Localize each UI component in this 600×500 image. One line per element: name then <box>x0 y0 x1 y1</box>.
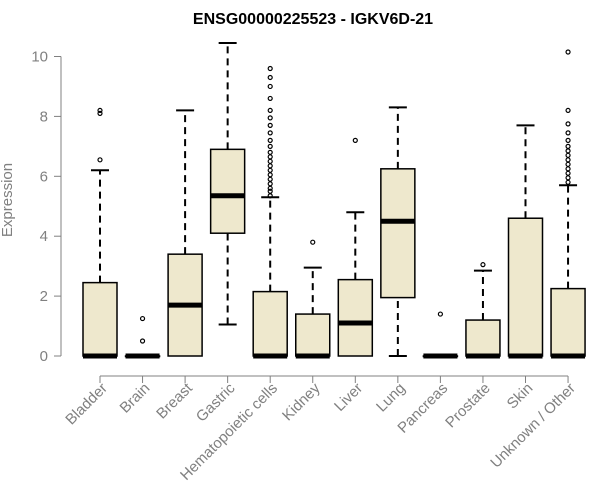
outlier-point <box>267 176 273 182</box>
y-axis-label: Expression <box>0 163 16 237</box>
box-iqr <box>209 148 246 234</box>
outlier-point <box>565 157 571 163</box>
box-prostate <box>465 262 501 359</box>
box-hematopoietic-cells <box>252 65 288 359</box>
outlier-point <box>565 107 571 114</box>
outlier-point <box>267 149 273 155</box>
outlier-point <box>480 262 486 268</box>
outlier-point <box>565 137 571 143</box>
y-tick-label: 8 <box>40 108 48 125</box>
x-tick-label: Brain <box>117 380 154 417</box>
outlier-point <box>565 161 571 167</box>
outlier-point <box>310 239 316 245</box>
outlier-point <box>565 166 571 172</box>
outlier-point <box>267 154 273 160</box>
outlier-point <box>267 115 273 121</box>
outlier-point <box>565 175 571 181</box>
outlier-point <box>139 338 146 344</box>
outlier-point <box>565 148 571 154</box>
outlier-point <box>267 95 273 102</box>
box-iqr <box>252 290 288 357</box>
outlier-point <box>267 130 273 136</box>
box-iqr <box>507 217 544 357</box>
x-tick-label: Kidney <box>279 379 324 424</box>
outlier-point <box>267 167 273 173</box>
outlier-point <box>565 152 571 158</box>
y-tick-label: 0 <box>40 348 48 365</box>
outlier-point <box>97 110 103 117</box>
x-tick-label: Bladder <box>62 380 111 429</box>
box-iqr <box>380 168 416 299</box>
x-tick-label: Liver <box>331 380 366 415</box>
y-tick-label: 10 <box>31 49 48 66</box>
box-brain <box>124 315 161 359</box>
box-iqr <box>337 278 374 357</box>
y-axis: 0 2 4 6 8 10 <box>31 49 62 365</box>
box-kidney <box>295 239 331 359</box>
box-breast <box>167 109 203 357</box>
x-tick-label: Breast <box>153 379 196 422</box>
box-pancreas <box>422 311 459 359</box>
box-iqr <box>465 319 501 357</box>
box-skin <box>507 124 544 359</box>
box-bladder <box>82 107 118 359</box>
y-tick-label: 4 <box>40 228 48 245</box>
outlier-point <box>267 181 273 187</box>
box-gastric <box>209 42 246 326</box>
box-unknown-other <box>550 49 586 359</box>
outlier-point <box>267 188 273 194</box>
outlier-point <box>139 315 146 322</box>
outlier-point <box>267 158 273 164</box>
outlier-point <box>267 65 273 72</box>
outlier-point <box>565 121 571 127</box>
outlier-point <box>565 130 571 136</box>
outlier-point <box>267 143 273 149</box>
outlier-point <box>267 74 273 81</box>
outlier-point <box>565 143 571 149</box>
box-iqr <box>550 287 586 357</box>
outlier-point <box>267 122 273 128</box>
outlier-point <box>267 107 273 114</box>
y-tick-label: 6 <box>40 168 48 185</box>
outlier-point <box>565 170 571 176</box>
outlier-point <box>97 107 103 114</box>
chart-title: ENSG00000225523 - IGKV6D-21 <box>193 11 433 28</box>
outlier-point <box>352 137 358 143</box>
box-lung <box>380 106 416 357</box>
outlier-point <box>437 311 443 317</box>
x-tick-label: Lung <box>373 380 409 416</box>
boxes-layer <box>82 42 586 359</box>
outlier-point <box>97 157 103 163</box>
outlier-point <box>267 83 273 90</box>
outlier-point <box>267 137 273 143</box>
box-iqr <box>295 313 331 357</box>
outlier-point <box>565 49 571 55</box>
outlier-point <box>267 163 273 169</box>
box-liver <box>337 137 374 357</box>
box-iqr <box>82 281 118 357</box>
x-tick-label: Skin <box>504 380 537 413</box>
y-tick-label: 2 <box>40 288 48 305</box>
x-tick-label: Prostate <box>442 380 494 432</box>
outlier-point <box>267 172 273 178</box>
outlier-point <box>565 179 571 185</box>
